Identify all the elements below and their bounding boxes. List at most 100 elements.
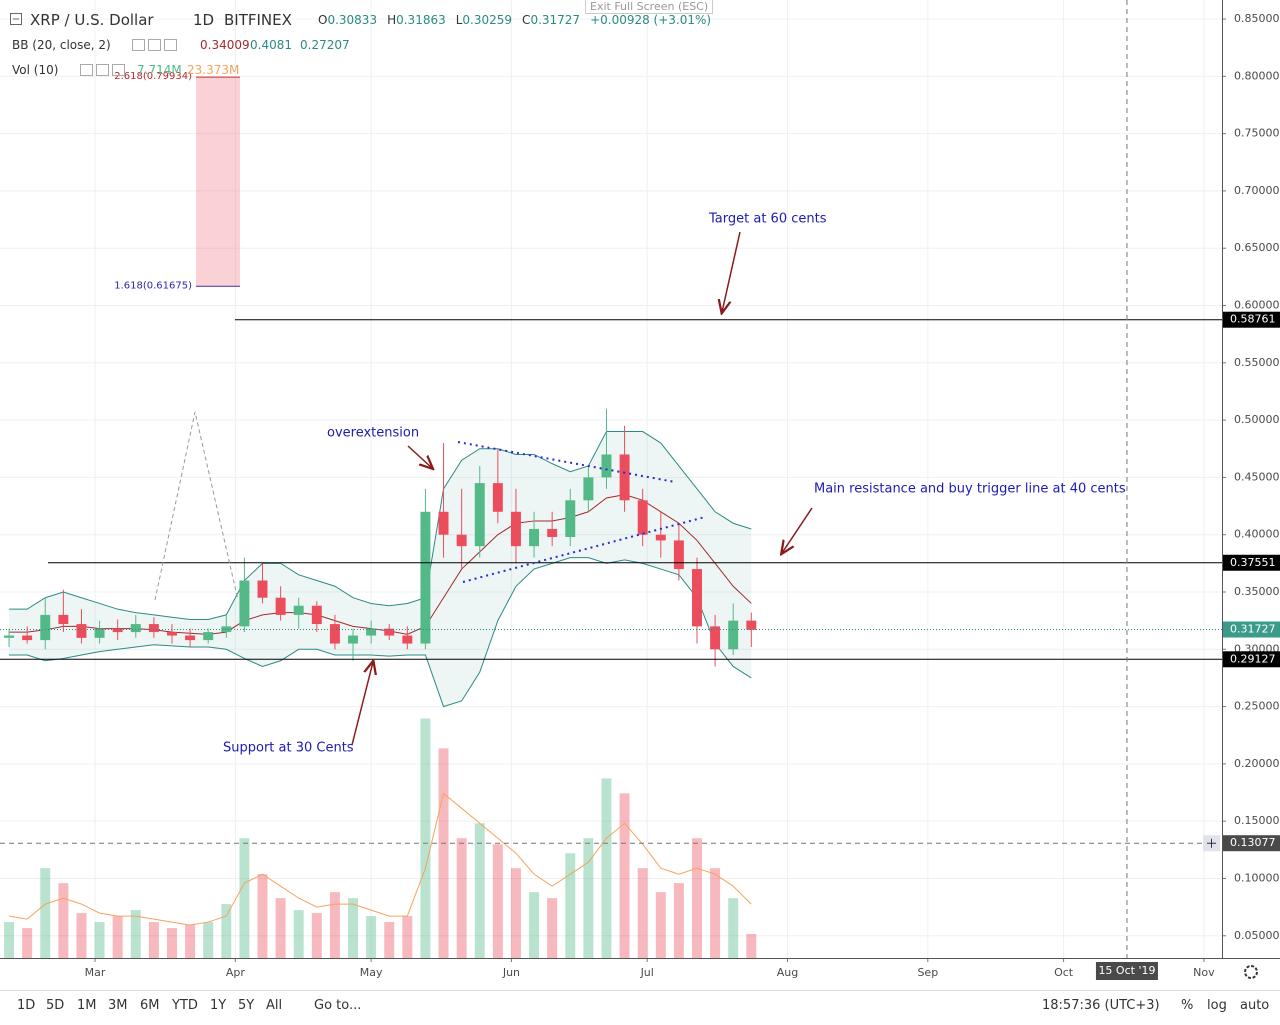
y-tick-label: 0.05000	[1234, 929, 1280, 942]
arrow	[722, 231, 741, 312]
candle-body	[583, 477, 594, 501]
indicator-icons[interactable]	[132, 39, 182, 52]
volume-bar	[384, 922, 395, 958]
volume-bar	[637, 868, 648, 958]
percent-toggle[interactable]: %	[1181, 998, 1194, 1013]
y-tick-label: 0.25000	[1234, 700, 1280, 713]
toolbar	[0, 990, 1280, 1025]
date-marker-box	[1095, 962, 1158, 980]
volume-bar	[456, 838, 467, 958]
x-tick-label: Sep	[917, 966, 938, 979]
change: +0.00928 (+3.01%)	[590, 13, 712, 27]
candle-body	[601, 454, 612, 478]
settings-icon[interactable]	[1244, 965, 1258, 979]
price-label: 0.31727	[1230, 622, 1276, 635]
candle-body	[221, 626, 232, 633]
bb-value: 0.34009	[200, 38, 250, 52]
y-tick-label: 0.10000	[1234, 871, 1280, 884]
annotation: Target at 60 cents	[708, 212, 827, 227]
background	[0, 0, 1280, 990]
range-button[interactable]: 1D	[17, 998, 36, 1013]
volume-bar	[438, 748, 449, 958]
range-button[interactable]: 1M	[77, 998, 97, 1013]
y-tick-label: 0.15000	[1234, 814, 1280, 827]
range-button[interactable]: 3M	[108, 998, 128, 1013]
volume-bar	[40, 868, 51, 958]
volume-bar	[58, 883, 69, 958]
candle-body	[348, 635, 359, 644]
candle-body	[366, 628, 377, 636]
volume-bar	[492, 844, 503, 958]
x-tick-label: Jul	[640, 966, 654, 979]
annotation: overextension	[327, 426, 419, 441]
ohlc-prefix: C	[522, 13, 531, 27]
volume-bar	[728, 898, 739, 958]
x-tick-label: Nov	[1193, 966, 1215, 979]
bb-label[interactable]: BB (20, close, 2)	[12, 38, 111, 52]
candle-body	[402, 635, 413, 644]
exit-fullscreen[interactable]: Exit Full Screen (ESC)	[585, 0, 714, 14]
volume-bar	[583, 838, 594, 958]
vol-label[interactable]: Vol (10)	[12, 63, 59, 77]
candle-body	[329, 624, 340, 644]
range-button[interactable]: 6M	[140, 998, 160, 1013]
y-tick-label: 0.80000	[1234, 69, 1280, 82]
volume-bar	[547, 898, 558, 958]
fib-label: 2.618(0.79934)	[114, 71, 192, 82]
volume-bar	[565, 853, 576, 958]
bb-lower	[9, 557, 752, 708]
goto-button[interactable]: Go to...	[314, 998, 362, 1013]
candle-body	[510, 511, 521, 547]
bb-value: 0.27207	[300, 38, 350, 52]
collapse-icon[interactable]	[10, 13, 23, 26]
volume-bar	[4, 922, 15, 958]
candle-body	[257, 580, 268, 598]
candle-body	[22, 635, 33, 641]
y-tick-label: 0.85000	[1234, 12, 1280, 25]
volume-bar	[76, 913, 87, 958]
range-button[interactable]: 1Y	[210, 998, 227, 1013]
volume-bar	[510, 868, 521, 958]
fib-zone	[196, 77, 240, 287]
pattern-line	[154, 411, 239, 601]
volume-bar	[148, 922, 159, 958]
x-tick-label: Aug	[777, 966, 798, 979]
candle-body	[456, 534, 467, 547]
indicator-icons[interactable]	[80, 64, 130, 77]
trend-line	[462, 516, 706, 583]
ohlc-prefix: L	[455, 13, 463, 27]
range-button[interactable]: YTD	[172, 998, 198, 1013]
bb-value: 0.4081	[250, 38, 292, 52]
chart: Mar Apr May Jun Jul Aug Sep Oct Nov 0.85000 0.8000…	[0, 0, 1280, 990]
candle-body	[40, 614, 51, 641]
x-tick-label: Jun	[502, 966, 520, 979]
y-tick-label: 0.45000	[1234, 470, 1280, 483]
range-button[interactable]: 5Y	[238, 998, 255, 1013]
range-button[interactable]: 5D	[46, 998, 65, 1013]
candle-body	[710, 626, 721, 650]
symbol[interactable]: XRP / U.S. Dollar	[30, 11, 154, 29]
candle-body	[529, 528, 540, 547]
vol-value: 7.714M	[137, 63, 182, 77]
x-tick-label: Mar	[85, 966, 106, 979]
volume-bar	[348, 898, 359, 958]
log-toggle[interactable]: log	[1207, 998, 1227, 1013]
range-button[interactable]: All	[266, 998, 283, 1013]
vol-value: 23.373M	[187, 63, 240, 77]
y-tick-label: 0.55000	[1234, 356, 1280, 369]
interval[interactable]: 1D	[193, 11, 215, 29]
candle-body	[438, 511, 449, 535]
volume-bar	[311, 913, 322, 958]
arrow	[782, 507, 813, 553]
candle-body	[492, 483, 503, 512]
volume-bar	[529, 892, 540, 958]
candle-body	[655, 534, 666, 541]
candle-body	[4, 635, 15, 638]
y-tick-label: 0.50000	[1234, 413, 1280, 426]
bb-upper	[9, 431, 752, 620]
y-tick-label: 0.20000	[1234, 757, 1280, 770]
y-tick-label: 0.65000	[1234, 241, 1280, 254]
auto-toggle[interactable]: auto	[1240, 998, 1270, 1013]
price-label: 0.37551	[1230, 556, 1276, 569]
candle-body	[94, 628, 105, 638]
